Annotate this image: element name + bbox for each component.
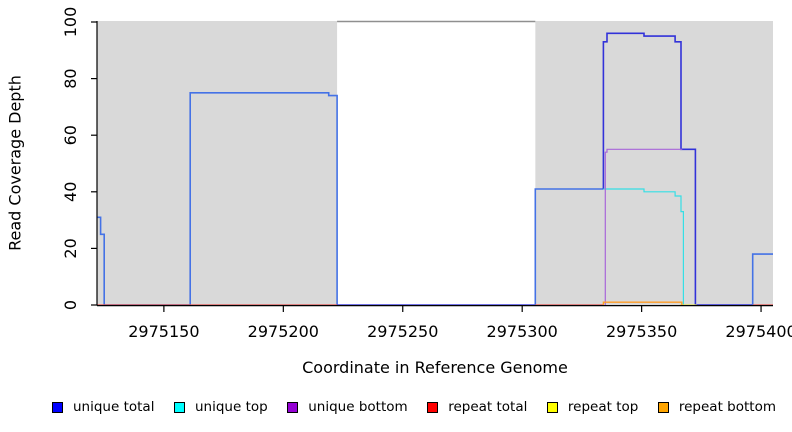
x-tick-label: 2975200 (248, 322, 319, 341)
legend-swatch-unique-bottom (287, 401, 299, 413)
shaded-region (535, 21, 773, 305)
legend-label: unique top (195, 399, 268, 415)
series-unique-top-line (603, 188, 685, 305)
x-axis-title: Coordinate in Reference Genome (302, 358, 568, 377)
legend-label: repeat top (567, 399, 639, 415)
series-unique-total-line (751, 253, 773, 305)
legend-item-repeat-bottom: repeat bottom (657, 399, 776, 415)
x-tick-label: 2975250 (367, 322, 438, 341)
series-unique-total-line (534, 188, 604, 305)
legend-label: unique bottom (308, 399, 408, 415)
legend-item-repeat-top: repeat top (546, 399, 639, 415)
coverage-plot: 2975150 2975200 2975250 2975300 2975350 29754… (61, 7, 792, 341)
series-unique-bottom-line (604, 148, 683, 305)
legend-label: repeat total (448, 399, 528, 415)
x-tick-label: 2975400 (725, 322, 792, 341)
legend-swatch-unique-top (174, 401, 185, 413)
x-tick-label: 2975350 (606, 322, 677, 341)
legend-swatch-repeat-bottom (657, 401, 669, 413)
y-tick-label: 0 (61, 300, 80, 310)
y-tick-label: 80 (61, 68, 80, 88)
legend-item-repeat-total: repeat total (427, 399, 527, 415)
legend-swatch-repeat-top (546, 401, 558, 413)
y-tick-label: 20 (61, 238, 80, 258)
x-tick-label: 2975150 (128, 322, 199, 341)
y-tick-label: 60 (61, 125, 80, 145)
shaded-region (97, 21, 338, 305)
legend-label: unique total (73, 399, 155, 415)
y-tick-label: 100 (61, 7, 80, 38)
y-axis-title: Read Coverage Depth (5, 75, 25, 251)
x-tick-label: 2975300 (487, 322, 558, 341)
legend-item-unique-total: unique total (52, 399, 154, 415)
legend: unique total unique top unique bottom repea… (52, 399, 776, 415)
legend-label: repeat bottom (678, 399, 776, 415)
series-unique-total-line (602, 32, 753, 306)
y-tick-label: 40 (61, 182, 80, 202)
series-repeat-bottom-line (602, 301, 683, 305)
legend-swatch-repeat-total (427, 401, 439, 413)
legend-item-unique-top: unique top (174, 399, 268, 415)
legend-item-unique-bottom: unique bottom (287, 399, 408, 415)
legend-swatch-unique-total (52, 401, 63, 413)
